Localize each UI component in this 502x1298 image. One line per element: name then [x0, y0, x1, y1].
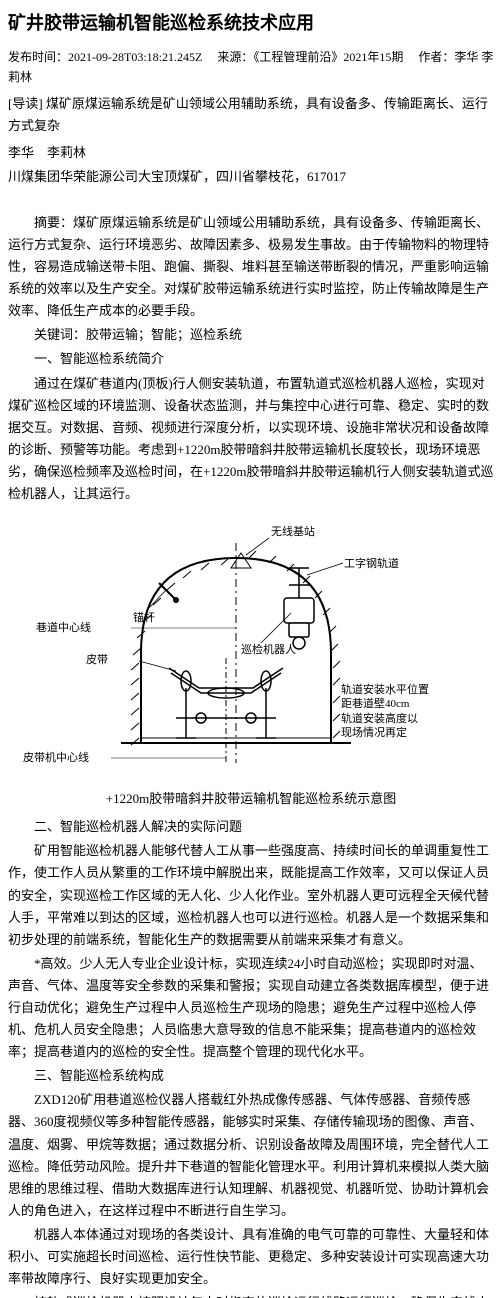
section-2-p2: *高效。少人无人专业企业设计标，实现连续24小时自动巡检；实现即时对温、声音、气…	[8, 953, 494, 1063]
abstract-lead: [导读] 煤矿原煤运输系统是矿山领域公用辅助系统，具有设备多、传输距离长、运行方…	[8, 93, 494, 137]
pub-time: 发布时间：2021-09-28T03:18:21.245Z	[8, 50, 202, 64]
affiliation: 川煤集团华荣能源公司大宝顶煤矿，四川省攀枝花，617017	[8, 166, 494, 188]
section-3-p1: ZXD120矿用巷道巡检仪器人搭载红外热成像传感器、气体传感器、音频传感器、36…	[8, 1089, 494, 1222]
article-title: 矿井胶带运输机智能巡检系统技术应用	[8, 8, 494, 39]
diagram-notes: 轨道安装水平位置 距巷道壁40cm 轨道安装高度以 现场情况再定	[341, 683, 461, 740]
authors-line: 李华 李莉林	[8, 142, 494, 164]
section-1-title: 一、智能巡检系统简介	[8, 348, 494, 370]
label-tunnel-centerline: 巷道中心线	[36, 621, 91, 635]
label-belt-centerline: 皮带机中心线	[23, 751, 89, 765]
label-robot: 巡检机器人	[241, 642, 296, 656]
tunnel-diagram: 无线基站 工字钢轨道 锚杆 巡检机器人 巷道中心线 皮带 皮带机中心线 轨道安装…	[8, 513, 494, 780]
label-track: 工字钢轨道	[344, 556, 399, 570]
diagram-caption: +1220m胶带暗斜井胶带运输机智能巡检系统示意图	[8, 788, 494, 810]
article-meta: 发布时间：2021-09-28T03:18:21.245Z 来源：《工程管理前沿…	[8, 47, 494, 88]
summary-para: 摘要：煤矿原煤运输系统是矿山领域公用辅助系统，具有设备多、传输距离长、运行方式复…	[8, 212, 494, 322]
section-3-p3: 挂轨式巡检机器人按照设计年十时指定的巡检运行线路运行巡检，确保生产线人员的通行和…	[8, 1292, 494, 1298]
section-3-p2: 机器人本体通过对现场的各类设计、具有准确的电气可靠的可靠性、大量轻和体积小、可实…	[8, 1224, 494, 1290]
label-belt: 皮带	[86, 653, 108, 667]
section-3-title: 三、智能巡检系统构成	[8, 1065, 494, 1087]
section-2-p1: 矿用智能巡检机器人能够代替人工从事一些强度高、持续时间长的单调重复性工作，使工作…	[8, 840, 494, 950]
source: 来源：《工程管理前沿》2021年15期	[217, 50, 403, 64]
section-1-para: 通过在煤矿巷道内(顶板)行人侧安装轨道，布置轨道式巡检机器人巡检，实现对煤矿巡检…	[8, 373, 494, 506]
keywords: 关键词：胶带运输；智能；巡检系统	[8, 324, 494, 346]
label-wireless: 无线基站	[271, 524, 315, 538]
section-2-title: 二、智能巡检机器人解决的实际问题	[8, 816, 494, 838]
label-anchor: 锚杆	[133, 610, 155, 624]
